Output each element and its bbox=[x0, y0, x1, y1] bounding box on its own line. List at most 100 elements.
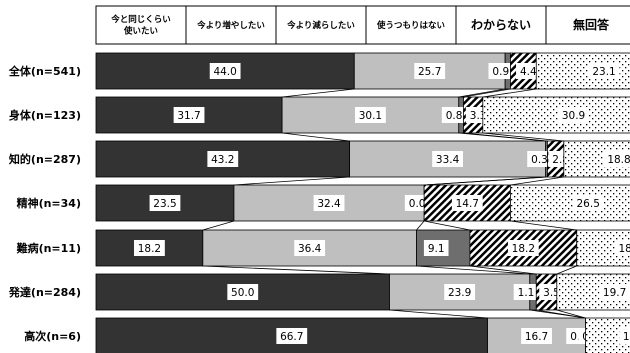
bar-segment-unknown bbox=[510, 184, 630, 222]
legend-box bbox=[455, 5, 547, 45]
data-label-bg bbox=[209, 63, 241, 79]
data-label: 16.7 bbox=[521, 328, 552, 344]
connector-line bbox=[424, 176, 548, 186]
data-label-bg bbox=[521, 328, 552, 344]
legend-item-decrease: 今より減らしたい bbox=[275, 5, 367, 45]
data-label-text: 23.9 bbox=[448, 287, 471, 299]
data-label-text: 25.7 bbox=[418, 66, 441, 78]
bar-row: 50.023.91.13.519.71 bbox=[95, 273, 630, 311]
connector-line bbox=[463, 132, 548, 142]
bar-row: 44.025.70.94.423.11 bbox=[95, 52, 630, 90]
bar-row: 66.716.70.00.016.7 bbox=[95, 317, 630, 353]
data-label-text: 33.4 bbox=[436, 154, 460, 166]
data-label-bg bbox=[488, 63, 514, 79]
connector-line bbox=[416, 220, 425, 231]
data-label-text: 30.1 bbox=[359, 110, 382, 122]
connector-line bbox=[458, 88, 506, 98]
data-label-text: 16.7 bbox=[525, 331, 548, 343]
data-label-text: 26.5 bbox=[577, 198, 600, 210]
data-label-text: 0.0 bbox=[409, 198, 426, 210]
data-label-text: 14.7 bbox=[456, 198, 479, 210]
data-label: 23.9 bbox=[444, 284, 476, 300]
data-label-text: 43.2 bbox=[211, 154, 234, 166]
bar-row: 43.233.40.32.818.81 bbox=[95, 140, 630, 178]
category-label: 高次(n=6) bbox=[24, 329, 81, 343]
category-label: 精神(n=34) bbox=[17, 196, 81, 210]
data-label: 0.3 bbox=[527, 151, 552, 167]
bar-row: 18.2 36.4 9.1 18.2 18.2 bbox=[95, 229, 630, 267]
category-label: 発達(n=284) bbox=[8, 285, 81, 299]
legend-label: わからない bbox=[471, 18, 531, 32]
data-label-text: 4.4 bbox=[520, 66, 537, 78]
data-label: 25.7 bbox=[414, 63, 446, 79]
data-label: 44.0 bbox=[209, 63, 241, 79]
data-label-bg bbox=[313, 195, 345, 211]
data-label-text: 1.1 bbox=[518, 287, 535, 299]
connector-line bbox=[482, 132, 564, 142]
connector-line bbox=[536, 309, 586, 319]
data-label: 18.2 bbox=[614, 240, 630, 256]
bar-segment-increase bbox=[233, 184, 425, 222]
bar-row: 23.532.40.014.726.52. bbox=[95, 184, 630, 222]
data-label: 19.7 bbox=[599, 284, 630, 300]
data-label: 33.4 bbox=[432, 151, 464, 167]
connector-line bbox=[233, 176, 350, 186]
data-label: 18.2 bbox=[507, 240, 539, 256]
data-label-bg bbox=[276, 328, 308, 344]
data-label-text: 18.2 bbox=[512, 243, 535, 255]
category-label: 知的(n=287) bbox=[8, 152, 81, 166]
connector-line bbox=[463, 88, 511, 98]
connector-line bbox=[424, 220, 470, 231]
data-label-bg bbox=[614, 240, 630, 256]
data-label: 30.1 bbox=[355, 107, 386, 123]
data-label-bg bbox=[173, 107, 205, 123]
data-label: 43.2 bbox=[207, 151, 239, 167]
bars: 44.025.70.94.423.1131.730.10.83.330.93.4… bbox=[95, 52, 630, 353]
data-label-text: 16.7 bbox=[623, 331, 630, 343]
data-label: 23.5 bbox=[149, 195, 181, 211]
data-label: 14.7 bbox=[451, 195, 483, 211]
data-label: 4.4 bbox=[516, 63, 541, 79]
data-label-bg bbox=[451, 195, 483, 211]
data-label-bg bbox=[444, 284, 476, 300]
data-label-bg bbox=[527, 151, 552, 167]
data-label-bg bbox=[404, 195, 430, 211]
legend-label: 使うつもりはない bbox=[376, 20, 445, 31]
connector-line bbox=[389, 309, 488, 319]
legend-label: 無回答 bbox=[573, 17, 610, 32]
data-label-bg bbox=[414, 63, 446, 79]
data-label-bg bbox=[227, 284, 259, 300]
data-label: 18.2 bbox=[134, 240, 165, 256]
data-label-bg bbox=[513, 284, 539, 300]
legend-box bbox=[275, 5, 367, 45]
legend-box bbox=[545, 5, 630, 45]
connector-line bbox=[282, 132, 350, 142]
connector-line bbox=[556, 265, 577, 275]
legend-box bbox=[185, 5, 277, 45]
legend-item-not-use: 使うつもりはない bbox=[365, 5, 457, 45]
data-label-bg bbox=[588, 63, 620, 79]
legend-item-unknown: わからない bbox=[455, 5, 547, 45]
category-labels: 全体(n=541) 身体(n=123) 知的(n=287) 精神(n=34) 難病(n=… bbox=[8, 64, 81, 343]
data-label-text: 3.5 bbox=[543, 287, 560, 299]
data-label: 36.4 bbox=[294, 240, 326, 256]
data-label-text: 23.1 bbox=[592, 66, 615, 78]
data-label-bg bbox=[432, 151, 464, 167]
data-label-bg bbox=[572, 195, 604, 211]
data-label-bg bbox=[149, 195, 181, 211]
category-label: 全体(n=541) bbox=[8, 64, 81, 78]
data-label-bg bbox=[355, 107, 386, 123]
legend-label: 今より減らしたい bbox=[286, 20, 355, 31]
data-label-text: 0.8 bbox=[446, 110, 463, 122]
connector-line bbox=[282, 88, 355, 98]
data-label-text: 30.9 bbox=[562, 110, 585, 122]
data-label: 0.8 bbox=[441, 107, 467, 123]
data-label: 31.7 bbox=[173, 107, 205, 123]
connector-line bbox=[469, 265, 537, 275]
data-label-text: 23.5 bbox=[153, 198, 176, 210]
legend-item-increase: 今より増やしたい bbox=[185, 5, 277, 45]
data-label-text: 18.2 bbox=[618, 243, 630, 255]
data-label: 0.9 bbox=[488, 63, 514, 79]
